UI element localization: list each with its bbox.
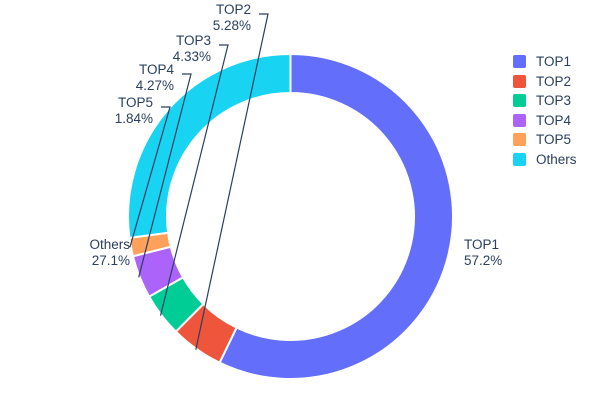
legend-swatch-top4 [513,113,526,127]
legend-label-top3: TOP3 [536,93,572,109]
slice-label-top2-percent: 5.28% [212,18,251,33]
slice-label-top4-percent: 4.27% [135,78,174,93]
legend-item-top3[interactable]: TOP3 [513,91,577,111]
slice-label-top3: TOP3 4.33% [141,33,211,65]
legend-swatch-others [513,152,526,166]
slice-label-top5: TOP5 1.84% [83,95,153,127]
legend-item-top1[interactable]: TOP1 [513,52,577,72]
pie-slice-others[interactable] [127,52,292,239]
pie-slices [127,52,454,380]
chart-legend: TOP1 TOP2 TOP3 TOP4 TOP5 Others [513,52,577,169]
legend-label-top4: TOP4 [536,112,572,128]
slice-label-top4: TOP4 4.27% [104,62,174,94]
leader-line-top5 [129,106,171,248]
legend-swatch-top1 [513,55,526,69]
legend-swatch-top5 [513,133,526,147]
slice-label-top3-percent: 4.33% [172,49,211,64]
legend-item-top2[interactable]: TOP2 [513,72,577,92]
slice-label-others-name: Others [89,237,130,252]
legend-label-top5: TOP5 [536,132,572,148]
slice-label-top4-name: TOP4 [138,62,174,77]
legend-item-others[interactable]: Others [513,150,577,170]
leader-line-top4 [138,73,192,278]
pie-slice-top1[interactable] [218,52,454,380]
legend-item-top4[interactable]: TOP4 [513,111,577,131]
slice-label-top2: TOP2 5.28% [181,2,251,34]
legend-swatch-top3 [513,94,526,108]
legend-label-others: Others [536,151,577,167]
slice-label-top5-percent: 1.84% [114,111,153,126]
slice-label-top1-name: TOP1 [464,237,500,252]
legend-item-top5[interactable]: TOP5 [513,130,577,150]
slice-label-top1: TOP1 57.2% [464,237,534,269]
slice-label-top2-name: TOP2 [215,2,251,17]
leader-lines [129,13,269,350]
slice-label-top5-name: TOP5 [117,95,153,110]
legend-label-top1: TOP1 [536,54,572,70]
slice-label-others: Others 27.1% [58,237,130,269]
legend-label-top2: TOP2 [536,73,572,89]
slice-label-top3-name: TOP3 [175,33,211,48]
leader-line-top2 [195,13,269,350]
leader-line-top3 [159,44,229,316]
slice-label-others-percent: 27.1% [91,253,130,268]
legend-swatch-top2 [513,74,526,88]
slice-label-top1-percent: 57.2% [464,253,503,268]
